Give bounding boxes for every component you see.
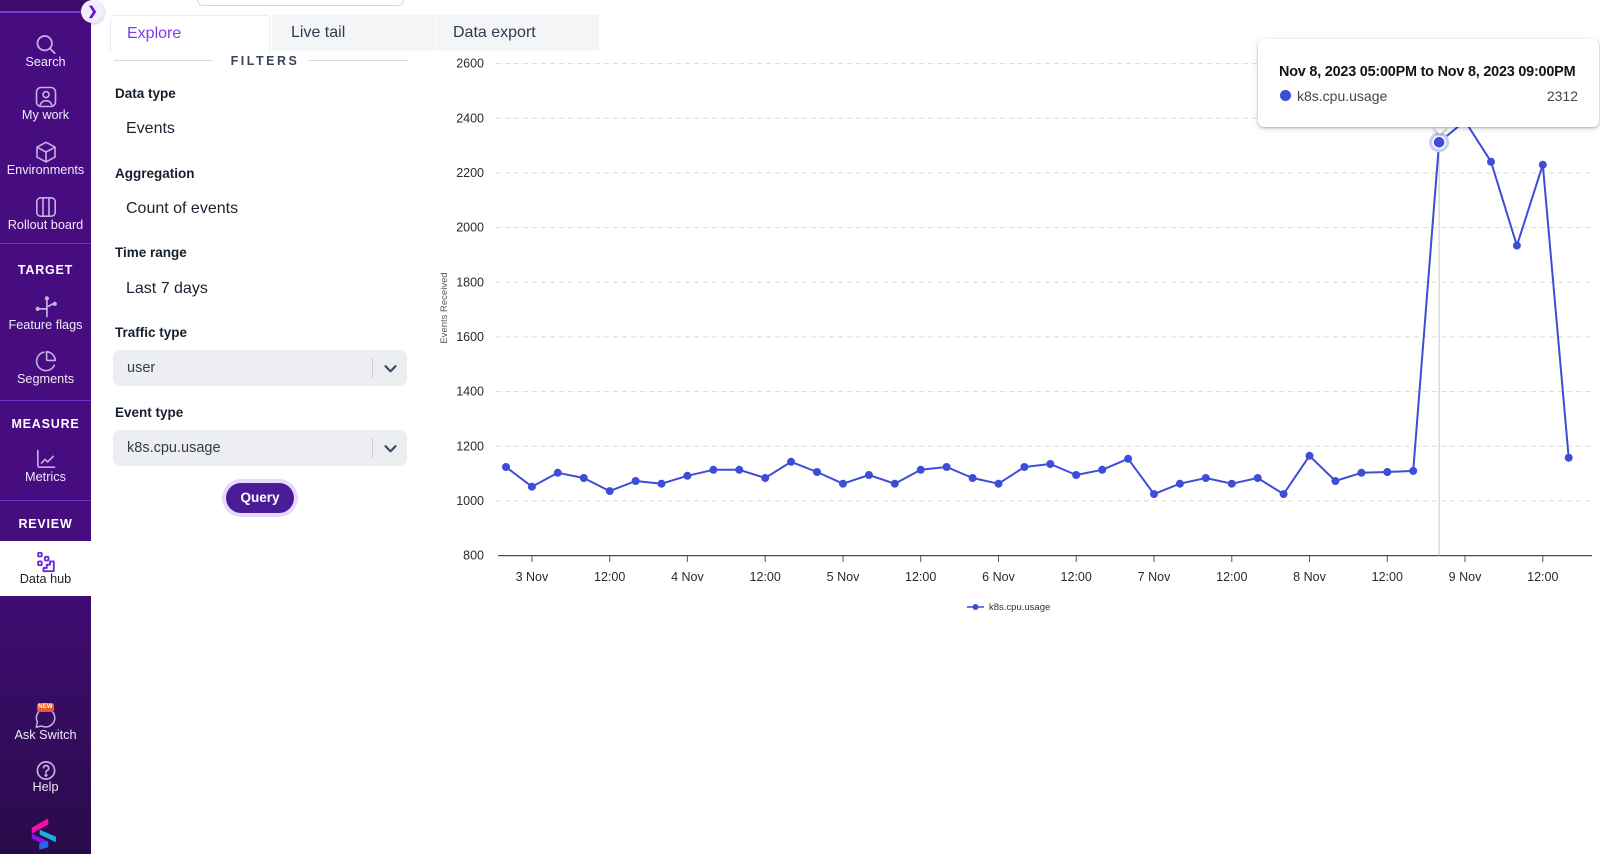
svg-text:800: 800 bbox=[463, 549, 484, 563]
svg-text:k8s.cpu.usage: k8s.cpu.usage bbox=[989, 602, 1050, 613]
svg-text:2200: 2200 bbox=[456, 166, 484, 180]
svg-text:12:00: 12:00 bbox=[1527, 570, 1558, 584]
svg-text:2000: 2000 bbox=[456, 221, 484, 235]
svg-text:12:00: 12:00 bbox=[905, 570, 936, 584]
svg-text:2600: 2600 bbox=[456, 57, 484, 71]
svg-text:1200: 1200 bbox=[456, 439, 484, 453]
svg-text:9 Nov: 9 Nov bbox=[1449, 570, 1482, 584]
svg-text:12:00: 12:00 bbox=[1372, 570, 1403, 584]
svg-text:12:00: 12:00 bbox=[1061, 570, 1092, 584]
svg-text:12:00: 12:00 bbox=[1216, 570, 1247, 584]
svg-text:7 Nov: 7 Nov bbox=[1138, 570, 1171, 584]
svg-text:Events Received: Events Received bbox=[439, 272, 450, 343]
svg-text:4 Nov: 4 Nov bbox=[671, 570, 704, 584]
svg-text:1800: 1800 bbox=[456, 275, 484, 289]
svg-text:6 Nov: 6 Nov bbox=[982, 570, 1015, 584]
svg-text:5 Nov: 5 Nov bbox=[827, 570, 860, 584]
svg-text:1600: 1600 bbox=[456, 330, 484, 344]
svg-text:12:00: 12:00 bbox=[594, 570, 625, 584]
svg-text:12:00: 12:00 bbox=[750, 570, 781, 584]
svg-text:1000: 1000 bbox=[456, 494, 484, 508]
svg-text:8 Nov: 8 Nov bbox=[1293, 570, 1326, 584]
svg-text:1400: 1400 bbox=[456, 385, 484, 399]
svg-text:3 Nov: 3 Nov bbox=[516, 570, 549, 584]
svg-text:2400: 2400 bbox=[456, 111, 484, 125]
